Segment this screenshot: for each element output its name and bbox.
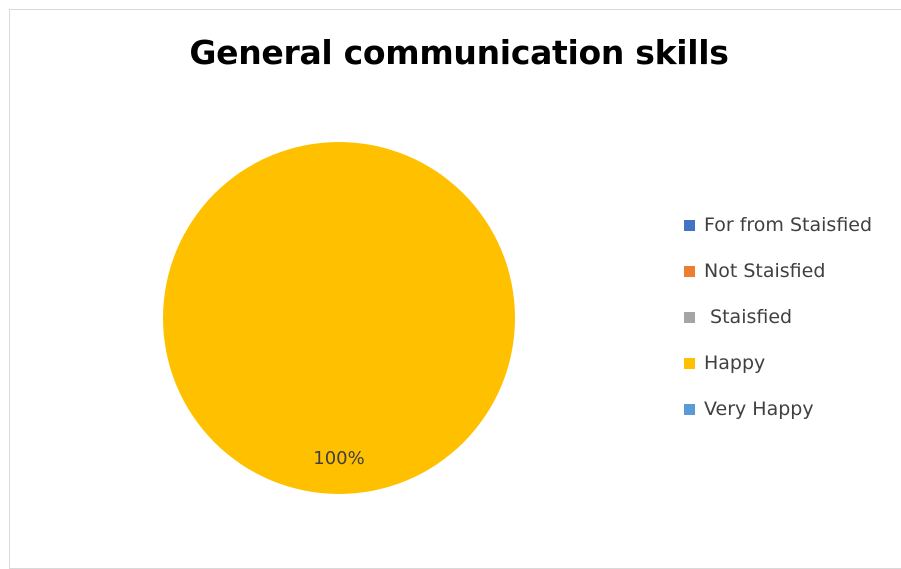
legend-item: Happy bbox=[684, 350, 872, 396]
legend-label: Happy bbox=[704, 352, 766, 374]
legend-swatch bbox=[684, 404, 695, 415]
pie-slice-happy bbox=[163, 142, 515, 494]
legend-swatch bbox=[684, 266, 695, 277]
data-label: 100% bbox=[313, 448, 364, 469]
legend-item: Staisfied bbox=[684, 304, 872, 350]
legend-label: Very Happy bbox=[704, 398, 814, 420]
chart-legend: For from Staisfied Not Staisfied Staisfie… bbox=[684, 212, 872, 442]
legend-swatch bbox=[684, 220, 695, 231]
legend-swatch bbox=[684, 312, 695, 323]
legend-label: For from Staisfied bbox=[704, 214, 873, 236]
legend-item: For from Staisfied bbox=[684, 212, 872, 258]
legend-swatch bbox=[684, 358, 695, 369]
legend-label: Not Staisfied bbox=[704, 260, 826, 282]
legend-label: Staisfied bbox=[704, 306, 793, 328]
pie-chart: 100% bbox=[163, 142, 515, 494]
chart-title: General communication skills bbox=[189, 33, 729, 72]
legend-item: Not Staisfied bbox=[684, 258, 872, 304]
legend-item: Very Happy bbox=[684, 396, 872, 442]
